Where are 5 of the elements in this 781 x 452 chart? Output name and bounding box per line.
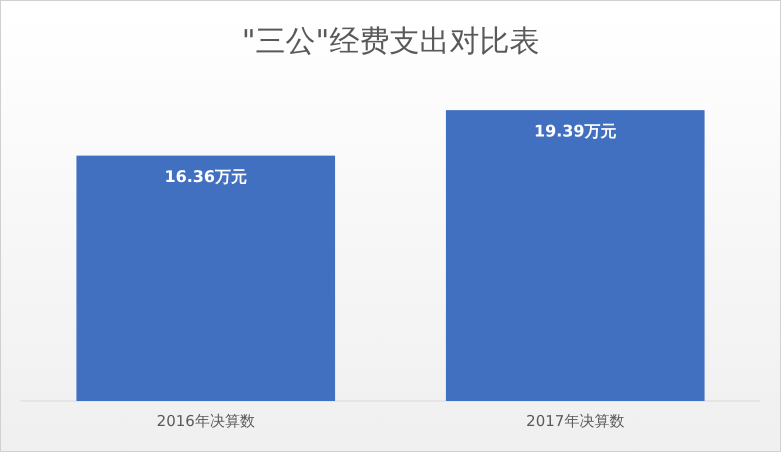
- x-tick-label: 2016年决算数: [156, 412, 255, 430]
- data-label: 16.36万元: [164, 166, 248, 186]
- data-label: 19.39万元: [534, 121, 617, 140]
- chart-title: "三公"经费支出对比表: [242, 24, 540, 59]
- x-tick-label: 2017年决算数: [526, 412, 624, 430]
